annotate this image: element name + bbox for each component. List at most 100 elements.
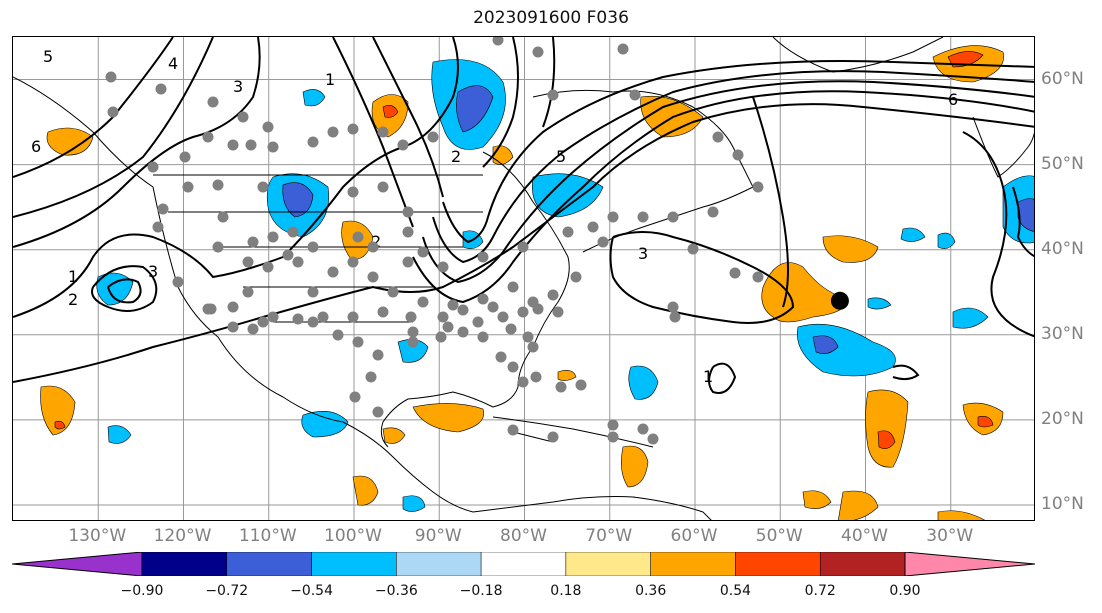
station-dot <box>667 301 679 313</box>
latitude-label: 60°N <box>1041 68 1084 89</box>
contour-labels: 1 2 3 4 5 6 2 3 1 3 1 2 5 6 <box>31 47 958 386</box>
shade-blob <box>492 145 514 165</box>
shade-blob <box>812 335 839 354</box>
station-dot <box>347 256 359 268</box>
station-dot <box>242 256 254 268</box>
colorbar-swatch <box>226 552 312 576</box>
station-dot <box>477 251 489 263</box>
station-dot <box>435 331 447 343</box>
station-dot <box>317 311 329 323</box>
map-panel[interactable]: 1 2 3 4 5 6 2 3 1 3 1 2 5 6 <box>12 36 1035 521</box>
station-dot <box>532 303 544 315</box>
station-dots <box>105 37 764 445</box>
station-dot <box>507 281 519 293</box>
station-dot <box>217 211 229 223</box>
shade-blob <box>412 403 485 433</box>
contour-label: 4 <box>168 54 178 73</box>
contour-label: 5 <box>556 147 566 166</box>
station-dot <box>437 261 449 273</box>
contour-line <box>432 70 1034 264</box>
station-dot <box>477 331 489 343</box>
station-dot <box>349 391 361 403</box>
station-dot <box>607 211 619 223</box>
station-dot <box>752 271 764 283</box>
contour-label: 3 <box>233 77 243 96</box>
station-dot <box>402 226 414 238</box>
station-dot <box>532 46 544 58</box>
longitude-label: 90°W <box>414 526 462 546</box>
contour-label: 2 <box>451 147 461 166</box>
contour-label: 2 <box>371 232 381 251</box>
station-dot <box>179 151 191 163</box>
station-dot <box>427 131 439 143</box>
coastline-atlantic <box>380 151 570 448</box>
station-dot <box>352 231 364 243</box>
colorbar-swatch <box>650 552 736 576</box>
station-dot <box>669 311 681 323</box>
station-dot <box>307 241 319 253</box>
station-dot <box>447 299 459 311</box>
station-dot <box>267 311 279 323</box>
coastline-south-america <box>472 496 712 520</box>
contour-line <box>482 37 519 168</box>
contour-label: 2 <box>68 290 78 309</box>
shade-blob <box>877 430 896 449</box>
shade-blob <box>628 365 659 400</box>
station-dot <box>417 296 429 308</box>
latitude-label: 10°N <box>1041 493 1084 514</box>
shade-blob <box>621 445 649 488</box>
shade-blob <box>557 370 577 381</box>
station-dot <box>282 249 294 261</box>
contour-line <box>1012 186 1034 258</box>
station-dot <box>227 139 239 151</box>
station-dot <box>729 267 741 279</box>
station-dot <box>367 271 379 283</box>
station-dot <box>377 181 389 193</box>
shade-blob <box>977 416 994 428</box>
station-dot <box>307 286 319 298</box>
station-dot <box>262 261 274 273</box>
contour-line <box>892 364 920 381</box>
station-dot <box>182 181 194 193</box>
station-dot <box>667 211 679 223</box>
station-dot <box>507 424 519 436</box>
station-dot <box>517 241 529 253</box>
contour-label: 3 <box>148 262 158 281</box>
station-dot <box>517 306 529 318</box>
station-dot <box>372 406 384 418</box>
colorbar-tick-label: 0.18 <box>550 583 582 599</box>
station-dot <box>522 331 534 343</box>
colorbar-tick-label: −0.54 <box>290 583 333 599</box>
contour-label: 1 <box>325 70 335 89</box>
station-dot <box>352 336 364 348</box>
station-dot <box>267 231 279 243</box>
station-dot <box>507 361 519 373</box>
latitude-label: 30°N <box>1041 323 1084 344</box>
station-dot <box>377 306 389 318</box>
longitude-label: 130°W <box>68 526 127 546</box>
station-dot <box>570 271 582 283</box>
station-dot <box>212 241 224 253</box>
station-dot <box>155 83 167 95</box>
station-dot <box>372 349 384 361</box>
shade-blob <box>282 182 314 218</box>
colorbar-swatch <box>311 552 397 576</box>
station-dot <box>105 71 117 83</box>
station-dot <box>687 243 699 255</box>
station-dot <box>407 326 419 338</box>
station-dot <box>292 313 304 325</box>
colorbar-tick-label: −0.90 <box>120 583 164 599</box>
station-dot <box>202 303 214 315</box>
station-dot <box>237 111 249 123</box>
shade-blob <box>107 425 132 444</box>
station-dot <box>647 433 659 445</box>
shade-blob <box>382 105 399 118</box>
contour-line <box>442 60 1034 244</box>
station-dot <box>257 316 269 328</box>
station-dot <box>457 326 469 338</box>
station-dot <box>607 431 619 443</box>
station-dot <box>247 236 259 248</box>
us-border <box>153 174 483 323</box>
longitude-label: 30°W <box>926 526 974 546</box>
shade-blob <box>302 89 326 107</box>
